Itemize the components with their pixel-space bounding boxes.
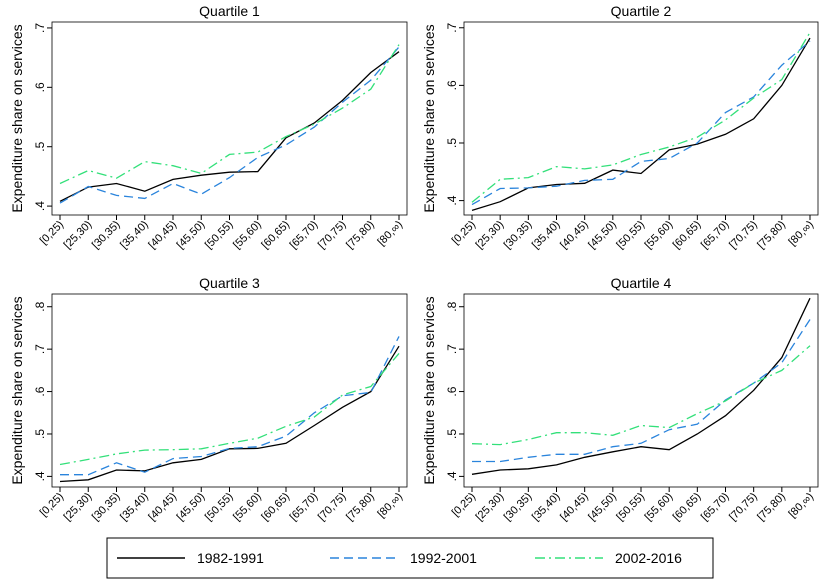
y-tick-label: .4 xyxy=(33,201,47,211)
x-tick-label: [35,40) xyxy=(118,219,151,252)
x-tick-label: [60,65) xyxy=(671,219,704,252)
series-line xyxy=(471,37,811,212)
y-tick-label: .5 xyxy=(33,429,47,439)
series-line xyxy=(59,46,400,204)
y-tick-label: .4 xyxy=(33,471,47,481)
x-tick-label: [50,55) xyxy=(614,491,647,524)
x-tick-label: [25,30) xyxy=(62,491,95,524)
plot-frame xyxy=(463,293,819,488)
x-tick-label: [30,35) xyxy=(90,491,123,524)
x-tick-label: [80,∞) xyxy=(376,491,406,521)
x-tick-label: [25,30) xyxy=(474,219,507,252)
x-tick-label: [30,35) xyxy=(502,491,535,524)
x-tick-label: [55,60) xyxy=(643,491,676,524)
x-tick-label: [70,75) xyxy=(727,219,760,252)
x-tick-label: [60,65) xyxy=(259,491,292,524)
legend-label: 2002-2016 xyxy=(615,550,682,566)
y-axis-label: Expenditure share on services xyxy=(9,24,25,212)
legend-box xyxy=(106,537,714,579)
series-line xyxy=(59,51,400,202)
x-tick-label: [55,60) xyxy=(231,491,264,524)
y-axis-label: Expenditure share on services xyxy=(421,296,437,484)
chart-title: Quartile 2 xyxy=(611,3,672,19)
y-axis-label: Expenditure share on services xyxy=(9,296,25,484)
x-tick-label: [40,45) xyxy=(558,491,591,524)
series-line xyxy=(59,44,400,185)
x-tick-label: [30,35) xyxy=(502,219,535,252)
y-tick-label: .6 xyxy=(33,386,47,396)
x-tick-label: [70,75) xyxy=(316,219,349,252)
x-tick-label: [30,35) xyxy=(90,219,123,252)
chart-title: Quartile 3 xyxy=(199,275,260,291)
plot-frame xyxy=(463,21,819,216)
y-tick-label: .7 xyxy=(445,22,459,32)
x-tick-label: [55,60) xyxy=(231,219,264,252)
series-line xyxy=(471,345,811,446)
plot-frame xyxy=(51,21,408,216)
plot-frame xyxy=(51,293,408,488)
x-tick-label: [75,80) xyxy=(344,219,377,252)
x-tick-label: [25,30) xyxy=(474,491,507,524)
series-line xyxy=(471,40,811,206)
y-axis-label: Expenditure share on services xyxy=(421,24,437,212)
x-tick-label: [25,30) xyxy=(62,219,95,252)
x-tick-label: [60,65) xyxy=(259,219,292,252)
x-tick-label: [45,50) xyxy=(586,219,619,252)
series-line xyxy=(472,319,811,463)
x-tick-label: [80,∞) xyxy=(787,219,817,249)
y-tick-label: .5 xyxy=(33,141,47,151)
series-line xyxy=(59,352,400,466)
x-tick-label: [50,55) xyxy=(614,219,647,252)
y-tick-label: .6 xyxy=(33,82,47,92)
y-tick-label: .7 xyxy=(33,23,47,33)
x-tick-label: [75,80) xyxy=(755,219,788,252)
legend-label: 1992-2001 xyxy=(410,550,477,566)
y-tick-label: .4 xyxy=(445,195,459,205)
x-tick-label: [55,60) xyxy=(643,219,676,252)
y-tick-label: .6 xyxy=(445,386,459,396)
x-tick-label: [65,70) xyxy=(699,491,732,524)
x-tick-label: [35,40) xyxy=(118,491,151,524)
series-line xyxy=(471,32,811,203)
chart-title: Quartile 1 xyxy=(199,3,260,19)
y-tick-label: .4 xyxy=(445,471,459,481)
x-tick-label: [40,45) xyxy=(558,219,591,252)
x-tick-label: [70,75) xyxy=(316,491,349,524)
x-tick-label: [80,∞) xyxy=(787,491,817,521)
series-line xyxy=(60,336,400,476)
x-tick-label: [50,55) xyxy=(203,219,236,252)
y-tick-label: .6 xyxy=(445,80,459,90)
series-line xyxy=(471,297,811,475)
x-tick-label: [50,55) xyxy=(203,491,236,524)
x-tick-label: [65,70) xyxy=(288,219,321,252)
x-tick-label: [35,40) xyxy=(530,491,563,524)
x-tick-label: [45,50) xyxy=(586,491,619,524)
x-tick-label: [80,∞) xyxy=(376,219,406,249)
legend-label: 1982-1991 xyxy=(197,550,264,566)
x-tick-label: [40,45) xyxy=(146,491,179,524)
x-tick-label: [75,80) xyxy=(344,491,377,524)
y-tick-label: .7 xyxy=(445,344,459,354)
x-tick-label: [60,65) xyxy=(671,491,704,524)
y-tick-label: .5 xyxy=(445,429,459,439)
chart-title: Quartile 4 xyxy=(611,275,672,291)
y-tick-label: .8 xyxy=(445,301,459,311)
x-tick-label: [45,50) xyxy=(175,491,208,524)
x-tick-label: [65,70) xyxy=(288,491,321,524)
y-tick-label: .5 xyxy=(445,138,459,148)
x-tick-label: [65,70) xyxy=(699,219,732,252)
y-tick-label: .7 xyxy=(33,344,47,354)
x-tick-label: [40,45) xyxy=(146,219,179,252)
x-tick-label: [75,80) xyxy=(755,491,788,524)
series-line xyxy=(59,345,400,483)
x-tick-label: [35,40) xyxy=(530,219,563,252)
y-tick-label: .8 xyxy=(33,301,47,311)
x-tick-label: [45,50) xyxy=(175,219,208,252)
x-tick-label: [70,75) xyxy=(727,491,760,524)
